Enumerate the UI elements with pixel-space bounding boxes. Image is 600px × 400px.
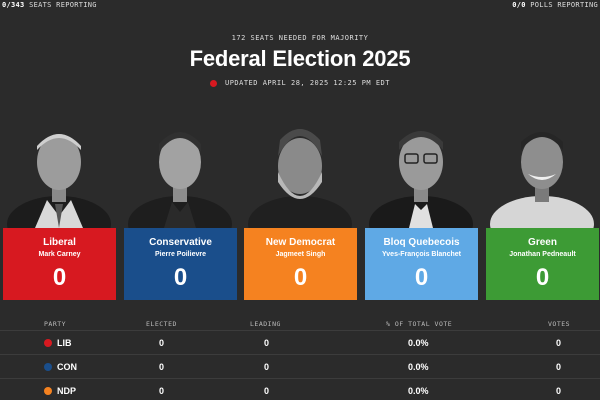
party-panel: New Democrat Jagmeet Singh 0 — [244, 228, 357, 300]
table-row[interactable]: NDP 0 0 0.0% 0 — [0, 378, 600, 400]
party-panel: Bloq Quebecois Yves-François Blanchet 0 — [365, 228, 478, 300]
party-panel: Green Jonathan Pedneault 0 — [486, 228, 599, 300]
leader-photo — [244, 120, 357, 228]
vote-pct-cell: 0.0% — [408, 337, 429, 348]
leader-photo — [124, 120, 237, 228]
majority-note: 172 SEATS NEEDED FOR MAJORITY — [231, 34, 369, 42]
page-title: Federal Election 2025 — [189, 46, 411, 71]
party-name: New Democrat — [265, 237, 336, 248]
leader-name: Yves-François Blanchet — [382, 251, 461, 258]
party-cell: NDP — [44, 386, 76, 396]
party-name: Green — [528, 237, 557, 248]
seat-count: 0 — [173, 264, 188, 291]
elected-cell: 0 — [159, 337, 165, 348]
leader-name: Jonathan Pedneault — [509, 251, 576, 258]
party-abbr: LIB — [57, 337, 72, 348]
votes-cell: 0 — [556, 361, 562, 372]
party-name: Conservative — [149, 237, 212, 248]
leader-portrait-icon — [128, 132, 232, 228]
elected-cell: 0 — [159, 385, 165, 396]
table-header: PARTY ELECTED LEADING % OF TOTAL VOTE VO… — [0, 314, 600, 330]
leader-photo — [486, 120, 599, 228]
party-panel: Conservative Pierre Poilievre 0 — [124, 228, 237, 300]
leader-name: Jagmeet Singh — [275, 251, 326, 258]
polls-reporting-label: POLLS REPORTING — [530, 1, 598, 9]
seat-count: 0 — [535, 264, 550, 291]
votes-cell: 0 — [556, 385, 562, 396]
party-name: Bloq Quebecois — [383, 237, 460, 248]
seat-count: 0 — [52, 264, 67, 291]
party-abbr: CON — [57, 361, 77, 372]
party-card-bloc[interactable]: Bloq Quebecois Yves-François Blanchet 0 — [365, 120, 478, 300]
leader-name: Pierre Poilievre — [155, 251, 206, 258]
party-card-liberal[interactable]: Liberal Mark Carney 0 — [3, 120, 116, 300]
live-dot-icon — [209, 79, 217, 87]
leader-portrait-icon — [490, 132, 594, 228]
reporting-bar: 0/343 SEATS REPORTING 0/0 POLLS REPORTIN… — [0, 0, 600, 10]
leading-cell: 0 — [264, 361, 270, 372]
elected-cell: 0 — [159, 361, 165, 372]
votes-cell: 0 — [556, 337, 562, 348]
update-status: UPDATED APRIL 28, 2025 12:25 PM EDT — [0, 79, 600, 87]
seats-reporting-label: SEATS REPORTING — [29, 1, 97, 9]
seats-reporting: 0/343 SEATS REPORTING — [2, 1, 97, 9]
party-abbr: NDP — [57, 385, 77, 396]
header-leading[interactable]: LEADING — [250, 320, 281, 328]
updated-timestamp: UPDATED APRIL 28, 2025 12:25 PM EDT — [224, 79, 390, 87]
page-header: 172 SEATS NEEDED FOR MAJORITY Federal El… — [0, 34, 600, 87]
header-party[interactable]: PARTY — [44, 320, 67, 328]
party-cards: Liberal Mark Carney 0 Conservative Pierr… — [0, 120, 600, 300]
table-row[interactable]: LIB 0 0 0.0% 0 — [0, 330, 600, 354]
leader-photo — [3, 120, 116, 228]
party-cell: CON — [44, 362, 77, 372]
seats-reporting-count: 0/343 — [2, 1, 25, 9]
party-cell: LIB — [44, 338, 72, 348]
party-dot-icon — [44, 338, 52, 347]
leader-photo — [365, 120, 478, 228]
party-card-green[interactable]: Green Jonathan Pedneault 0 — [486, 120, 599, 300]
leader-name: Mark Carney — [38, 251, 81, 258]
party-panel: Liberal Mark Carney 0 — [3, 228, 116, 300]
party-name: Liberal — [43, 237, 76, 248]
header-votes[interactable]: VOTES — [548, 320, 571, 328]
leader-portrait-icon — [7, 134, 111, 228]
leading-cell: 0 — [264, 337, 270, 348]
seat-count: 0 — [293, 264, 308, 291]
party-card-conservative[interactable]: Conservative Pierre Poilievre 0 — [124, 120, 237, 300]
vote-pct-cell: 0.0% — [408, 361, 429, 372]
seat-count: 0 — [414, 264, 429, 291]
header-vote-pct[interactable]: % OF TOTAL VOTE — [386, 320, 453, 328]
leading-cell: 0 — [264, 385, 270, 396]
party-dot-icon — [44, 386, 52, 395]
results-table: PARTY ELECTED LEADING % OF TOTAL VOTE VO… — [0, 314, 600, 400]
polls-reporting: 0/0 POLLS REPORTING — [512, 1, 598, 9]
table-row[interactable]: CON 0 0 0.0% 0 — [0, 354, 600, 378]
header-elected[interactable]: ELECTED — [146, 320, 177, 328]
party-dot-icon — [44, 362, 52, 371]
vote-pct-cell: 0.0% — [408, 385, 429, 396]
polls-reporting-count: 0/0 — [512, 1, 526, 9]
leader-portrait-icon — [369, 131, 473, 228]
party-card-ndp[interactable]: New Democrat Jagmeet Singh 0 — [244, 120, 357, 300]
leader-portrait-icon — [248, 129, 352, 228]
